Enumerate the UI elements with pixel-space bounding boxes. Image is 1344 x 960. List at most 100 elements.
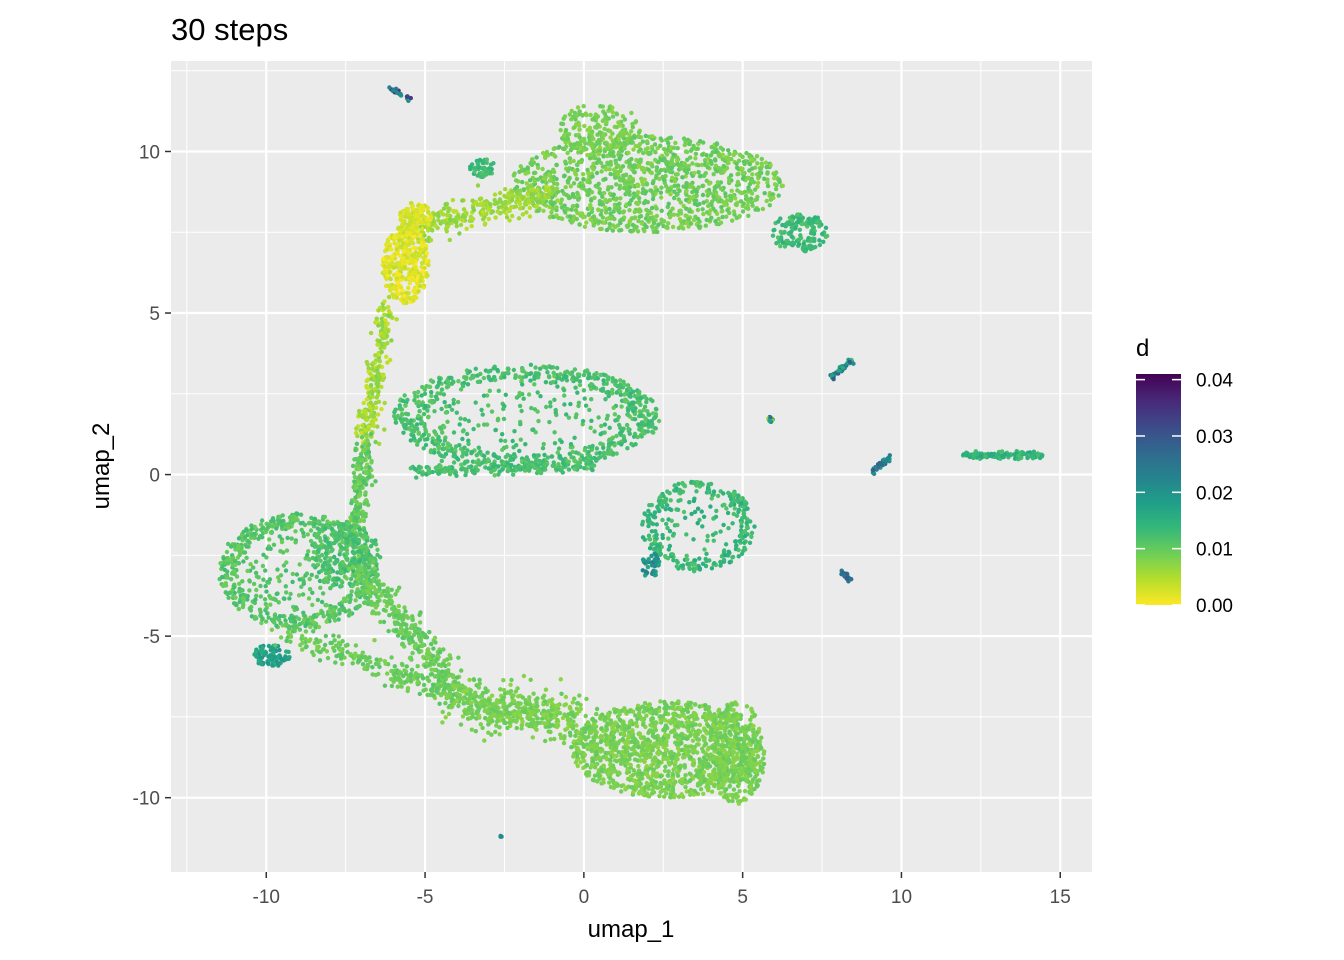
data-point [668, 498, 673, 503]
data-point [594, 170, 600, 176]
data-point [646, 209, 651, 214]
data-point [369, 458, 374, 464]
data-point [401, 417, 406, 422]
data-point [518, 422, 523, 427]
data-point [731, 511, 736, 517]
data-point [573, 208, 579, 213]
data-point [627, 208, 632, 213]
data-point [637, 389, 642, 395]
data-point [674, 192, 679, 197]
data-point [559, 439, 564, 445]
data-point [701, 200, 706, 205]
data-point [694, 489, 699, 494]
data-point [551, 174, 557, 180]
data-point [557, 144, 562, 150]
data-point [396, 291, 401, 297]
data-point [283, 584, 288, 589]
data-point [346, 608, 352, 613]
data-point [416, 239, 421, 245]
data-point [560, 121, 566, 127]
data-point [260, 617, 265, 622]
data-point [670, 552, 675, 557]
data-point [394, 247, 399, 252]
data-point [357, 527, 362, 532]
data-point [592, 195, 597, 200]
data-point [627, 176, 632, 181]
data-point [421, 214, 426, 219]
data-point [337, 533, 342, 538]
data-point [790, 240, 795, 246]
data-point [562, 402, 567, 407]
data-point [527, 214, 533, 219]
data-point [780, 222, 785, 228]
data-point [355, 489, 360, 494]
data-point [676, 481, 681, 487]
data-point [668, 159, 674, 165]
data-point [718, 170, 724, 175]
data-point [684, 206, 689, 211]
data-point [588, 202, 593, 208]
data-point [462, 445, 467, 450]
data-point [577, 127, 582, 132]
data-point [377, 441, 382, 446]
data-point [607, 221, 612, 227]
data-point [728, 198, 733, 203]
data-point [265, 611, 270, 616]
data-point [755, 194, 760, 200]
data-point [589, 190, 595, 195]
data-point [319, 552, 325, 558]
data-point [523, 171, 528, 176]
data-point [407, 296, 412, 301]
data-point [359, 435, 365, 440]
data-point [497, 190, 503, 196]
data-point [586, 192, 591, 197]
data-point [460, 218, 465, 223]
data-point [354, 441, 360, 446]
data-point [627, 132, 632, 137]
data-point [380, 377, 385, 383]
data-point [594, 446, 600, 451]
data-point [413, 467, 418, 472]
data-point [723, 191, 728, 196]
data-point [577, 123, 582, 128]
data-point [538, 394, 543, 399]
data-point [237, 589, 242, 594]
data-point [564, 206, 569, 212]
data-point [483, 221, 488, 226]
data-point [376, 389, 381, 395]
data-point [402, 249, 407, 254]
data-point [472, 471, 477, 476]
data-point [506, 467, 511, 472]
data-point [602, 455, 608, 460]
data-point [589, 397, 594, 402]
data-point [636, 422, 641, 427]
data-point [547, 374, 552, 380]
data-point [521, 396, 526, 401]
data-point [405, 249, 410, 255]
data-point [674, 507, 679, 512]
data-point [713, 163, 719, 168]
data-point [442, 438, 447, 443]
data-point [460, 436, 465, 442]
data-point [573, 415, 578, 420]
data-point [684, 170, 690, 175]
data-point [631, 147, 636, 152]
data-point [536, 453, 541, 458]
data-point [366, 427, 371, 432]
data-point [516, 216, 522, 221]
data-point [668, 192, 673, 197]
data-point [616, 163, 621, 169]
data-point [551, 146, 556, 152]
data-point [312, 516, 317, 522]
data-point [568, 184, 573, 189]
data-point [654, 165, 660, 170]
data-point [486, 403, 491, 408]
data-point [518, 437, 523, 442]
data-point [469, 450, 474, 455]
data-point [386, 294, 392, 300]
data-point [708, 208, 713, 213]
data-point [574, 176, 580, 182]
data-point [405, 412, 411, 417]
data-point [580, 172, 586, 177]
data-point [520, 382, 525, 387]
